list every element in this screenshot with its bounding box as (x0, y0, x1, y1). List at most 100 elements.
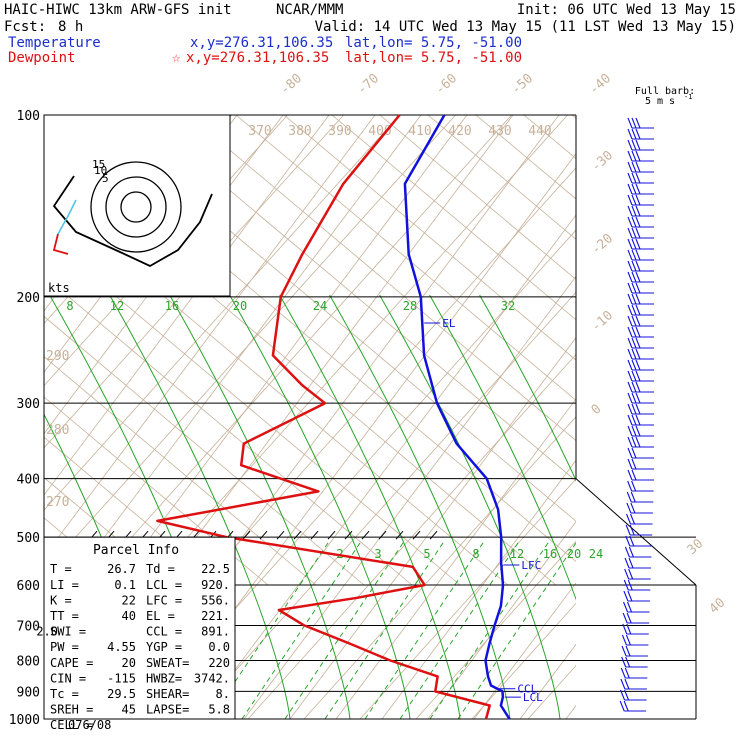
hatch-mark (429, 530, 438, 540)
temperature-trace (403, 114, 511, 720)
parcel-info-value: LFC = (146, 593, 182, 607)
wind-barb-feather (625, 524, 631, 536)
dry-adiabat-line (139, 115, 576, 482)
wind-barb-feather (631, 260, 637, 272)
parcel-info-value: 556. (201, 593, 230, 607)
dry-adiabat-line (289, 337, 576, 719)
parcel-info-value: 220 (208, 656, 230, 670)
wind-barb-feather (627, 150, 633, 162)
wind-barb-feather (628, 568, 634, 580)
wind-barb-feather (635, 249, 641, 261)
fcst-value: 8 h (58, 19, 83, 35)
wind-barb-feather (631, 381, 637, 393)
wind-barb-feather (627, 425, 633, 437)
wind-barb-feather (630, 502, 636, 514)
dry-adiabat-line (331, 115, 576, 321)
wind-barb-feather (635, 381, 641, 393)
wind-barb-feather (627, 282, 633, 294)
dry-adiabat-line (571, 115, 576, 119)
dry-adiabat-line (44, 115, 376, 557)
parcel-info-value: SHEAR= (146, 687, 189, 701)
wind-barb-feather (635, 227, 641, 239)
dry-adiabat-line (335, 398, 576, 719)
theta-label: 290 (46, 349, 69, 364)
wind-barb-feather (627, 403, 633, 415)
hatch-mark (361, 530, 370, 540)
init-time: Init: 06 UTC Wed 13 May 15 (517, 2, 736, 18)
wind-barb-feather (627, 216, 633, 228)
wind-barb-feather (625, 656, 631, 668)
theta-label: 380 (288, 124, 311, 139)
dry-adiabat-line (44, 115, 330, 496)
dewpoint-coords: x,y=276.31,106.35 (186, 50, 329, 66)
wind-barb-feather (623, 601, 629, 613)
wind-barb-feather (635, 260, 641, 272)
isotherm-label: -50 (509, 71, 536, 98)
mixing-ratio-label: 24 (589, 547, 603, 561)
isotherm-label: -60 (433, 71, 460, 98)
moist-adiabat-line (229, 294, 411, 719)
parcel-info-title: Parcel Info (93, 543, 179, 558)
wind-barb-feather (624, 546, 630, 558)
wind-barb-feather (635, 359, 641, 371)
wind-barb-feather (626, 491, 632, 503)
wind-barb-feather (624, 678, 630, 690)
moist-adiabat-line (279, 294, 461, 719)
wind-barb-feather (626, 513, 632, 525)
wind-barb-feather (627, 238, 633, 250)
dry-adiabat-line (235, 115, 576, 401)
wind-barb-feather (620, 689, 626, 701)
wind-barb-feather (631, 436, 637, 448)
hatch-mark (293, 530, 302, 540)
mixing-ratio-label: 28 (403, 299, 417, 313)
parcel-info-value: 920. (201, 578, 230, 592)
dewpoint-latlon: lat,lon= 5.75, -51.00 (345, 50, 522, 66)
hatch-mark (412, 530, 421, 540)
wind-barb-feather (623, 579, 629, 591)
wind-barb-feather (627, 161, 633, 173)
wind-barb-feather (627, 304, 633, 316)
wind-barb-feather (631, 227, 637, 239)
wind-barb-feather (625, 535, 631, 547)
wind-barb-feather (627, 601, 633, 613)
wind-barb-feather (635, 392, 641, 404)
theta-label: 390 (328, 124, 351, 139)
wind-barb-feather (627, 480, 633, 492)
pressure-label: 900 (17, 685, 40, 700)
dry-adiabat-line (44, 315, 365, 586)
wind-barb-feather (631, 315, 637, 327)
isotherm-line (584, 115, 740, 719)
wind-barb-feather (627, 359, 633, 371)
wind-barb-feather (631, 172, 637, 184)
wind-barb-feather (631, 414, 637, 426)
pressure-label: 100 (17, 109, 40, 124)
parcel-info-value: CIN = (50, 671, 86, 685)
mixing-ratio-label: 16 (165, 299, 179, 313)
temperature-latlon: lat,lon= 5.75, -51.00 (345, 35, 522, 51)
parcel-info-value: LAPSE= (146, 703, 189, 717)
wind-barb-feather (629, 535, 635, 547)
isotherm-label: -20 (589, 231, 616, 258)
isotherm-line (247, 353, 576, 719)
wind-barb-feather (631, 480, 637, 492)
moist-adiabat-line (379, 294, 561, 719)
wind-barb-feather (631, 216, 637, 228)
wind-barb-feather (627, 227, 633, 239)
wind-barb-feather (635, 238, 641, 250)
isotherm-line (471, 602, 576, 719)
wind-barb-feather (635, 271, 641, 283)
dry-adiabat-line (475, 115, 576, 200)
wind-barb-feather (627, 183, 633, 195)
parcel-info-value: Td = (146, 562, 175, 576)
parcel-info-value: TT = (50, 609, 79, 623)
dry-adiabat-line (716, 115, 740, 585)
wind-barb-feather (624, 568, 630, 580)
pressure-label: 200 (17, 291, 40, 306)
dewpoint-marker-icon: ☆ (172, 50, 181, 66)
wind-barb-feather (630, 513, 636, 525)
hodograph-ring (90, 161, 182, 253)
mixing-ratio-label: 12 (110, 299, 124, 313)
wind-barb-feather (627, 260, 633, 272)
wind-barb-feather (635, 414, 641, 426)
